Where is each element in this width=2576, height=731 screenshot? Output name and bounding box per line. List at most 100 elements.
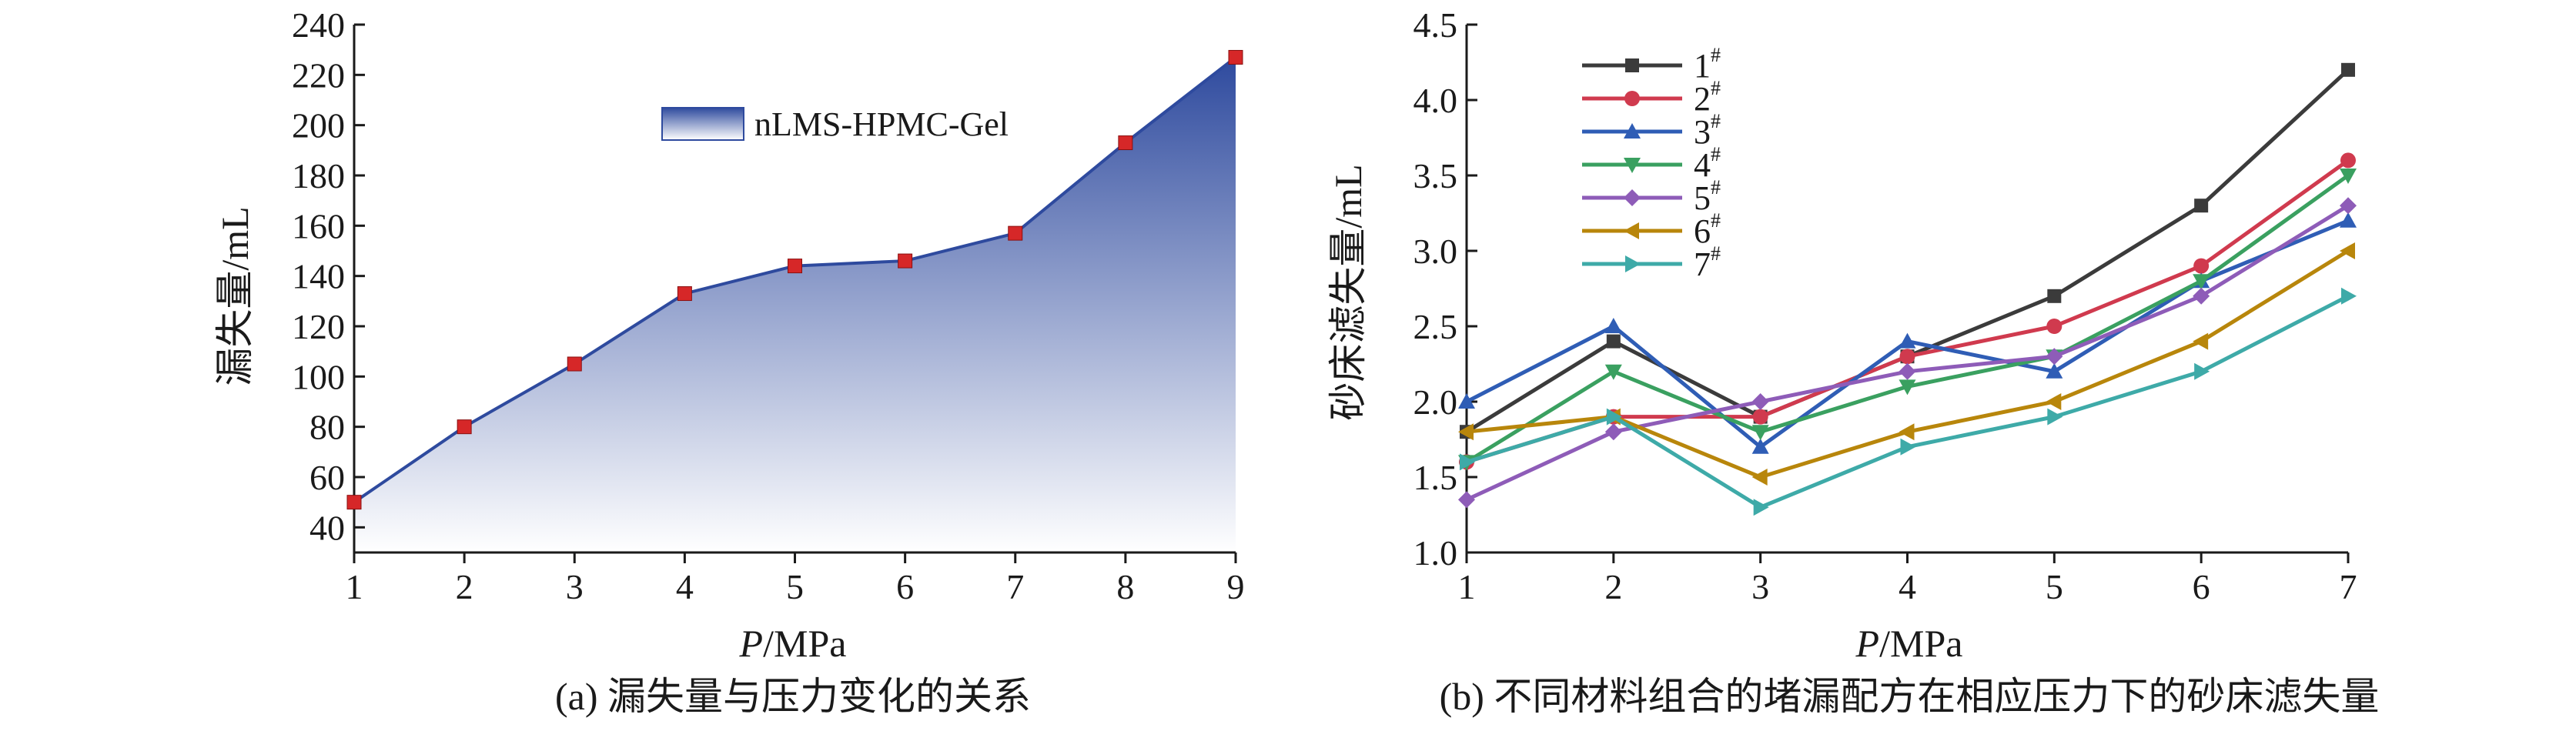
panel-b-data-point [2340, 242, 2355, 259]
panel-b-y-axis-title: 砂床滤失量/mL [1326, 164, 1370, 420]
panel-b-data-point [1604, 423, 1622, 441]
panel-b-y-ticks: 1.0 1.5 2.0 2.5 3.0 3.5 4.0 4.5 [1413, 5, 1477, 572]
panel-b-x-tick-label: 7 [2340, 567, 2357, 606]
panel-b-data-point [2046, 348, 2063, 366]
panel-b-legend: 1#2#3#4#5#6#7# [1582, 44, 1721, 283]
panel-a-x-ticks: 1 2 3 4 5 6 7 8 9 [346, 552, 1245, 606]
panel-b-x-axis-unit: /MPa [1879, 622, 1962, 665]
panel-b-y-tick-label: 4.5 [1413, 5, 1458, 45]
panel-b-legend-item: 1# [1582, 44, 1721, 85]
panel-a-chart: 40 60 80 100 120 140 160 180 200 220 240 1 2 3 4 5 6 7 8 9… [213, 5, 1245, 718]
panel-b-legend-item: 6# [1582, 209, 1721, 250]
panel-b-data-point [2340, 197, 2357, 215]
panel-b-legend-superscript: # [1711, 209, 1721, 232]
panel-b-x-ticks: 1 2 3 4 5 6 7 [1458, 552, 2357, 606]
panel-b-series-7 [1460, 287, 2357, 516]
panel-b-caption: (b) 不同材料组合的堵漏配方在相应压力下的砂床滤失量 [1440, 675, 2380, 718]
panel-b-legend-marker [1625, 255, 1641, 272]
panel-b-legend-superscript: # [1711, 242, 1721, 265]
panel-b-data-point [1460, 453, 1475, 471]
panel-a-y-axis-title: 漏失量/mL [213, 206, 256, 386]
panel-a-x-tick-label: 9 [1227, 567, 1245, 606]
panel-b-data-point [2194, 199, 2209, 213]
panel-b-data-point [1899, 349, 1915, 365]
panel-b-data-point [1899, 423, 1915, 441]
panel-b-legend-label: 7# [1694, 242, 1721, 283]
panel-b-data-point [2340, 169, 2357, 184]
panel-b-legend-item: 3# [1582, 110, 1721, 151]
panel-a-x-axis-unit: /MPa [763, 622, 846, 665]
panel-b-data-point [2341, 287, 2357, 305]
panel-a-x-tick-label: 8 [1116, 567, 1134, 606]
panel-b-x-axis-title: P/MPa [1855, 622, 1963, 665]
panel-b-y-tick-label: 3.0 [1413, 232, 1458, 271]
panel-b-data-point [1900, 438, 1916, 456]
panel-b-data-point [1751, 393, 1769, 410]
panel-a-legend: nLMS-HPMC-Gel [661, 105, 1009, 143]
panel-b-data-point [2340, 212, 2357, 228]
panel-a-data-point [898, 253, 913, 269]
panel-a-y-tick-label: 200 [292, 106, 345, 145]
panel-a-x-axis-title: P/MPa [739, 622, 847, 665]
panel-b-x-tick-label: 4 [1899, 567, 1916, 606]
panel-b-data-point [1899, 379, 1916, 396]
panel-b-data-point [2046, 393, 2062, 410]
panel-b-data-point [1458, 393, 1475, 409]
panel-b-data-point [1606, 408, 1622, 426]
panel-b-legend-marker [1624, 158, 1641, 173]
panel-b-data-point [1606, 334, 1621, 349]
panel-b-series-5 [1458, 197, 2357, 509]
panel-a-y-tick-label: 180 [292, 156, 345, 195]
panel-b-x-tick-label: 1 [1458, 567, 1476, 606]
panel-b-legend-item: 5# [1582, 176, 1721, 217]
panel-b-y-tick-label: 1.0 [1413, 533, 1458, 572]
panel-a-x-tick-label: 7 [1006, 567, 1024, 606]
panel-b-legend-item: 4# [1582, 143, 1721, 184]
panel-a-y-tick-label: 160 [292, 206, 345, 245]
panel-a-data-point [1118, 135, 1133, 151]
panel-a-data-point [1008, 225, 1023, 241]
panel-b-data-point [1899, 362, 1916, 380]
panel-b-legend-marker [1624, 222, 1639, 239]
panel-b-legend-marker [1624, 123, 1641, 139]
panel-b-legend-item: 2# [1582, 77, 1721, 118]
panel-b-y-tick-label: 2.5 [1413, 307, 1458, 346]
panel-b-data-point [2340, 152, 2356, 169]
panel-b-series-lines [1458, 62, 2357, 516]
panel-a-y-tick-label: 80 [309, 408, 345, 447]
panel-b-data-point [2193, 274, 2210, 290]
panel-b-data-point [1458, 491, 1475, 509]
panel-a-caption: (a) 漏失量与压力变化的关系 [555, 675, 1031, 718]
panel-a-y-tick-label: 140 [292, 257, 345, 296]
panel-b-data-point [2193, 287, 2210, 305]
panel-b-data-point [2046, 319, 2062, 334]
panel-b-x-tick-label: 5 [2046, 567, 2063, 606]
panel-b-data-point [1751, 425, 1769, 441]
panel-a-data-point [346, 495, 362, 510]
panel-a-y-ticks: 40 60 80 100 120 140 160 180 200 220 240 [292, 5, 365, 547]
panel-b-data-point [2193, 332, 2209, 350]
panel-b-data-point [1753, 499, 1769, 516]
panel-b-series-line [1466, 294, 2350, 509]
panel-b-y-tick-label: 4.0 [1413, 81, 1458, 120]
panel-b-legend-superscript: # [1711, 176, 1721, 199]
panel-b-data-point [1604, 364, 1622, 380]
panel-a-x-tick-label: 4 [676, 567, 694, 606]
panel-a-x-tick-label: 3 [566, 567, 584, 606]
panel-a-x-tick-label: 6 [896, 567, 914, 606]
panel-a-data-point [788, 259, 802, 274]
panel-b-y-tick-label: 1.5 [1413, 458, 1458, 497]
panel-b-data-point [1899, 332, 1916, 349]
panel-b-data-point [2193, 258, 2210, 274]
panel-b-legend-superscript: # [1711, 77, 1721, 99]
panel-b-series-4 [1458, 169, 2357, 471]
panel-b-data-point [1751, 438, 1769, 454]
panel-b-data-point [2046, 362, 2063, 379]
panel-b-x-tick-label: 6 [2193, 567, 2210, 606]
panel-b-data-point [1458, 423, 1474, 441]
panel-b-legend-superscript: # [1711, 110, 1721, 132]
panel-a-x-tick-label: 1 [346, 567, 363, 606]
panel-b-legend-marker [1624, 189, 1641, 206]
panel-a-x-tick-label: 5 [786, 567, 804, 606]
